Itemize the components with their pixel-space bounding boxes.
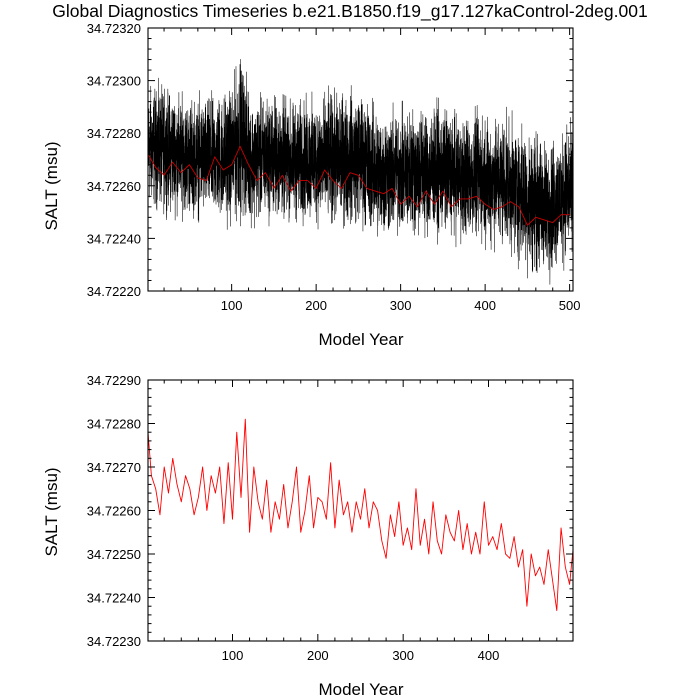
top-x-tick-label: 200 xyxy=(305,298,327,313)
bottom-chart-panel: 100 200 300 400 34.72230 34.72240 34.72250 34.7… xyxy=(87,373,574,663)
bottom-y-tick-label: 34.72290 xyxy=(87,373,141,388)
top-x-tick-label: 400 xyxy=(474,298,496,313)
bottom-y-axis-title: SALT (msu) xyxy=(42,467,61,557)
top-series-monthly xyxy=(148,59,573,285)
bottom-y-tick-label: 34.72260 xyxy=(87,504,141,519)
top-chart-panel: 100 200 300 400 500 34.72220 34.72240 34.72260 3… xyxy=(87,21,581,313)
bottom-y-tick-label: 34.72230 xyxy=(87,634,141,649)
top-x-tick-label: 500 xyxy=(559,298,581,313)
top-x-tick-label: 100 xyxy=(221,298,243,313)
bottom-x-tick-label: 100 xyxy=(222,648,244,663)
top-x-axis-title: Model Year xyxy=(318,330,404,349)
top-x-tick-label: 300 xyxy=(390,298,412,313)
top-y-tick-label: 34.72300 xyxy=(87,74,141,89)
top-series-annual-mean xyxy=(148,145,570,226)
top-y-tick-label: 34.72260 xyxy=(87,179,141,194)
top-y-axis-title: SALT (msu) xyxy=(42,141,61,231)
top-y-tick-label: 34.72280 xyxy=(87,126,141,141)
bottom-y-tick-label: 34.72280 xyxy=(87,417,141,432)
bottom-x-axis-title: Model Year xyxy=(318,680,404,699)
top-y-tick-label: 34.72220 xyxy=(87,284,141,299)
bottom-x-tick-label: 300 xyxy=(392,648,414,663)
figure-title: Global Diagnostics Timeseries b.e21.B185… xyxy=(52,1,648,21)
top-plot-frame xyxy=(147,27,574,292)
bottom-y-tick-label: 34.72240 xyxy=(87,591,141,606)
top-y-tick-label: 34.72240 xyxy=(87,231,141,246)
bottom-y-tick-label: 34.72250 xyxy=(87,547,141,562)
top-y-tick-label: 34.72320 xyxy=(87,21,141,36)
bottom-y-tick-label: 34.72270 xyxy=(87,460,141,475)
bottom-plot-frame xyxy=(147,379,574,642)
bottom-series-annual-mean xyxy=(148,418,573,611)
bottom-x-tick-label: 400 xyxy=(478,648,500,663)
bottom-x-tick-label: 200 xyxy=(307,648,329,663)
